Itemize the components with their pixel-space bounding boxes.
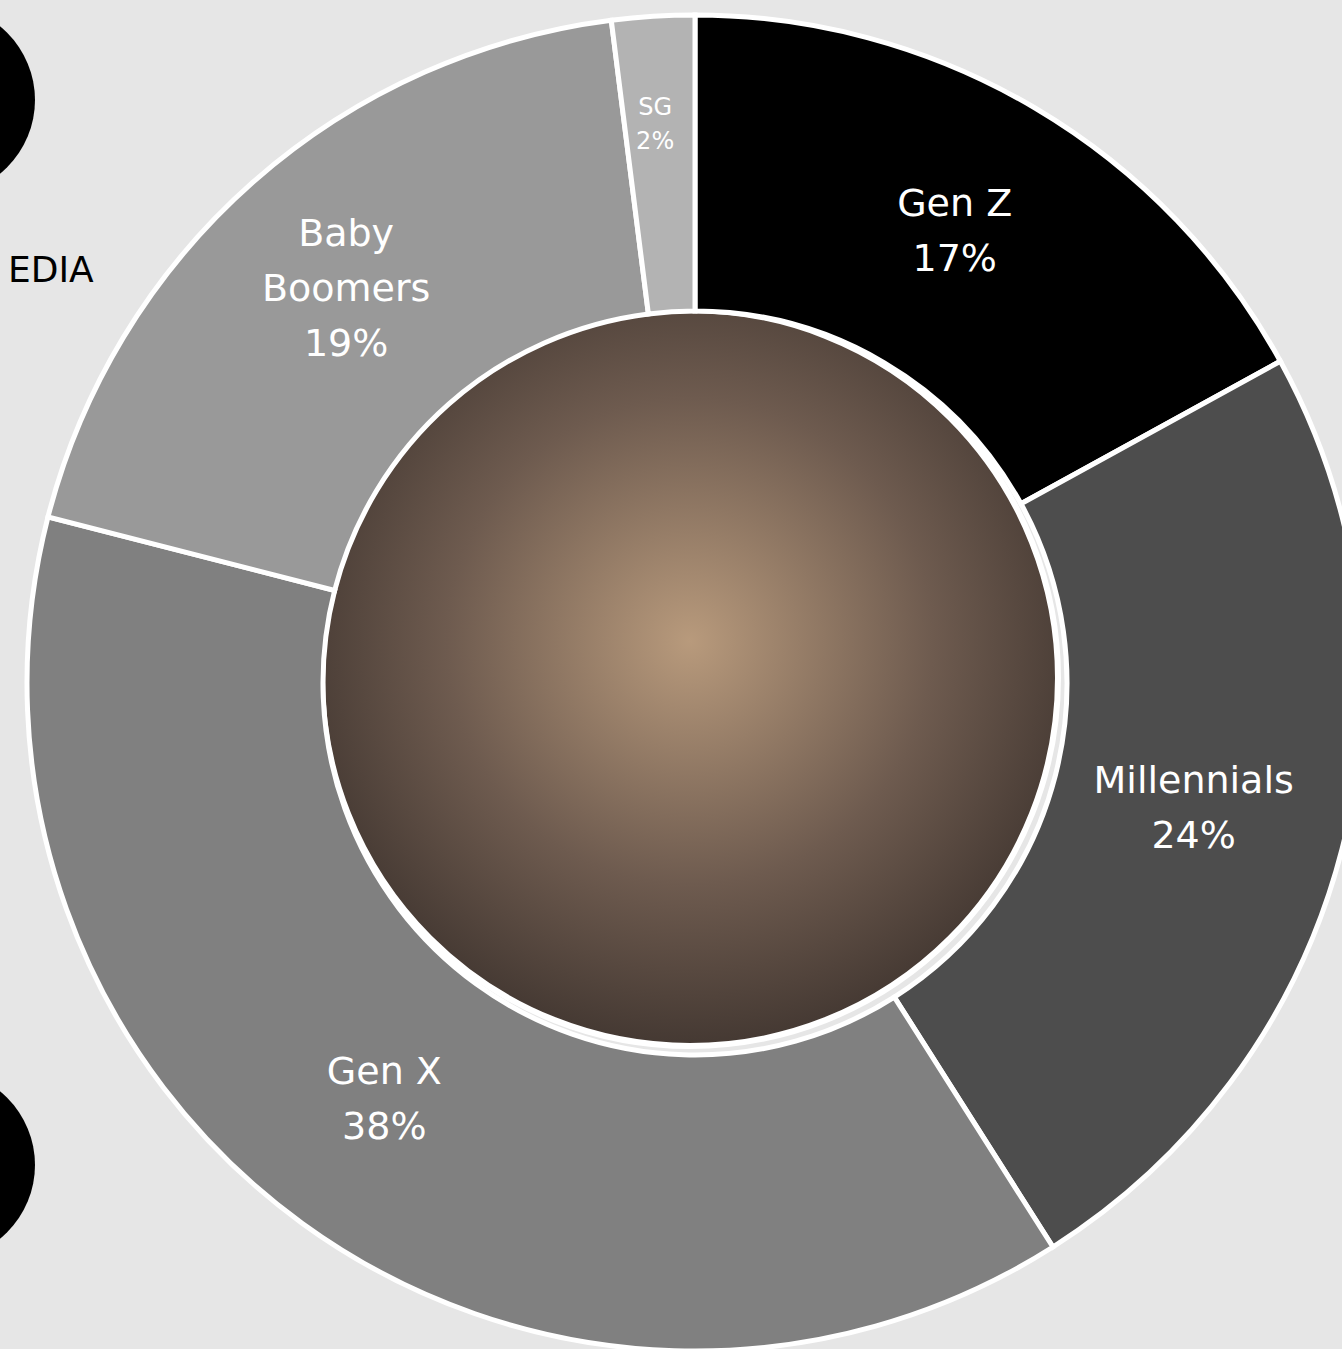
svg-text:SG2%: SG2% <box>636 93 674 156</box>
svg-text:EDIA: EDIA <box>8 249 94 290</box>
svg-text:Gen X38%: Gen X38% <box>327 1049 442 1148</box>
svg-text:BabyBoomers19%: BabyBoomers19% <box>262 211 430 365</box>
svg-text:Millennials24%: Millennials24% <box>1094 758 1294 857</box>
svg-text:Gen Z17%: Gen Z17% <box>897 181 1012 280</box>
